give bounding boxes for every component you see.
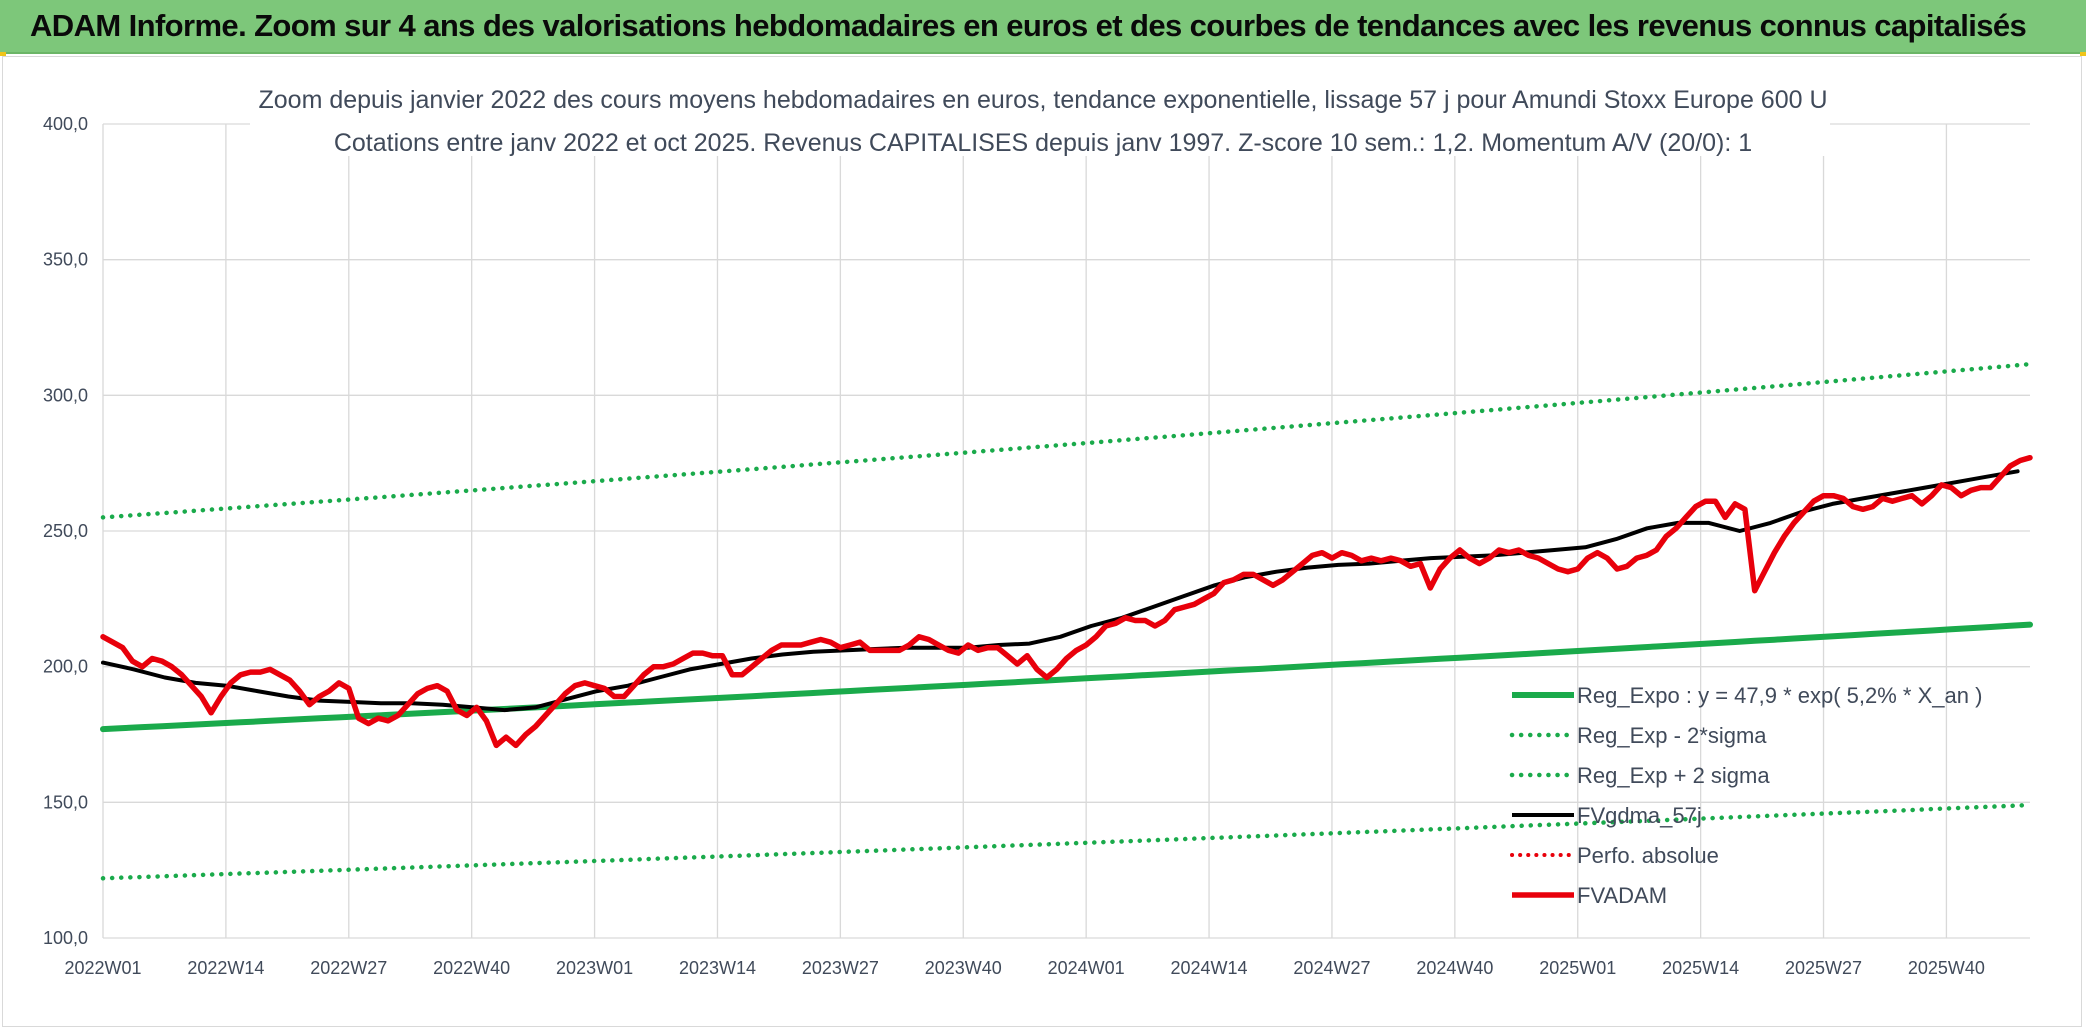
y-tick-label: 150,0 xyxy=(43,792,88,812)
chart-title-line-1: Zoom depuis janvier 2022 des cours moyen… xyxy=(258,86,1827,114)
x-tick-label: 2022W27 xyxy=(310,958,387,978)
banner-corner-left xyxy=(0,52,6,56)
chart-frame xyxy=(2,56,2082,1027)
report-banner: ADAM Informe. Zoom sur 4 ans des valoris… xyxy=(0,0,2086,54)
legend-label: Reg_Exp + 2 sigma xyxy=(1577,763,1770,788)
title-background xyxy=(250,84,1830,156)
x-tick-label: 2023W01 xyxy=(556,958,633,978)
y-tick-label: 400,0 xyxy=(43,114,88,134)
y-tick-label: 100,0 xyxy=(43,928,88,948)
series-line-0 xyxy=(100,621,2033,733)
series-line-3 xyxy=(101,469,2020,713)
x-tick-label: 2024W40 xyxy=(1416,958,1493,978)
x-tick-label: 2024W14 xyxy=(1171,958,1248,978)
y-tick-label: 300,0 xyxy=(43,385,88,405)
x-tick-labels: 2022W01 2022W14 2022W27 2022W40 2023W01 2023W… xyxy=(64,958,1984,978)
x-tick-label: 2024W27 xyxy=(1293,958,1370,978)
x-tick-label: 2025W27 xyxy=(1785,958,1862,978)
x-tick-label: 2023W27 xyxy=(802,958,879,978)
x-tick-label: 2022W40 xyxy=(433,958,510,978)
y-tick-label: 200,0 xyxy=(43,657,88,677)
legend-label: FVgdma_57j xyxy=(1577,803,1702,828)
y-tick-label: 250,0 xyxy=(43,521,88,541)
legend: Reg_Expo : y = 47,9 * exp( 5,2% * X_an )… xyxy=(1509,683,1982,908)
legend-label: Perfo. absolue xyxy=(1577,843,1719,868)
legend-label: Reg_Expo : y = 47,9 * exp( 5,2% * X_an ) xyxy=(1577,683,1982,708)
chart-title-line-2: Cotations entre janv 2022 et oct 2025. R… xyxy=(334,129,1752,157)
x-tick-label: 2022W14 xyxy=(187,958,264,978)
legend-label: FVADAM xyxy=(1577,883,1667,908)
x-tick-label: 2025W14 xyxy=(1662,958,1739,978)
x-tick-label: 2024W01 xyxy=(1048,958,1125,978)
x-tick-label: 2023W40 xyxy=(925,958,1002,978)
x-tick-label: 2023W14 xyxy=(679,958,756,978)
x-tick-label: 2022W01 xyxy=(64,958,141,978)
series-line-2 xyxy=(100,361,2033,520)
x-tick-label: 2025W01 xyxy=(1539,958,1616,978)
y-tick-labels: 100,0 150,0 200,0 250,0 300,0 350,0 400,0 xyxy=(43,114,88,948)
report-title: ADAM Informe. Zoom sur 4 ans des valoris… xyxy=(30,8,2027,43)
series-line-5 xyxy=(100,454,2033,749)
legend-label: Reg_Exp - 2*sigma xyxy=(1577,723,1767,748)
series-line-1 xyxy=(100,802,2033,881)
y-tick-label: 350,0 xyxy=(43,250,88,270)
x-tick-label: 2025W40 xyxy=(1908,958,1985,978)
banner-corner-right xyxy=(2080,52,2086,56)
grid-lines xyxy=(102,123,2030,939)
series-lines xyxy=(100,361,2033,881)
